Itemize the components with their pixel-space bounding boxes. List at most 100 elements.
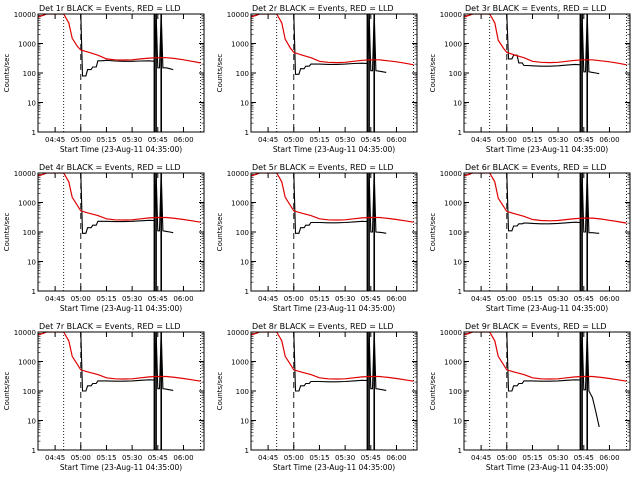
x-tick-label: 05:00: [71, 295, 91, 303]
series-events-line: [251, 14, 387, 75]
y-tick-label: 1000: [231, 41, 249, 49]
y-tick-label: 1000: [231, 200, 249, 208]
panel-title: Det 6r BLACK = Events, RED = LLD: [465, 163, 607, 172]
x-tick-label: 05:45: [361, 136, 381, 144]
x-tick-label: 05:00: [71, 136, 91, 144]
detector-panel: Det 1r BLACK = Events, RED = LLD 1 10 100 10…: [3, 4, 205, 154]
detector-panel: Det 4r BLACK = Events, RED = LLD 1 10 100 10…: [3, 163, 205, 313]
x-axis-label: Start Time (23-Aug-11 04:35:00): [486, 463, 608, 472]
x-tick-label: 05:45: [574, 295, 594, 303]
x-tick-label: 05:15: [309, 295, 329, 303]
y-tick-label: 1000: [444, 41, 462, 49]
x-tick-label: 04:45: [471, 136, 491, 144]
y-axis-label: Counts/sec: [429, 54, 437, 93]
series-events-line: [464, 14, 600, 75]
x-tick-label: 05:30: [335, 136, 355, 144]
plot-frame: [37, 331, 205, 451]
y-tick-label: 10: [240, 259, 249, 267]
x-axis-label: Start Time (23-Aug-11 04:35:00): [60, 304, 182, 313]
y-tick-label: 1: [458, 288, 462, 296]
plot-frame: [250, 172, 418, 292]
x-axis-label: Start Time (23-Aug-11 04:35:00): [486, 145, 608, 154]
y-tick-label: 100: [23, 388, 36, 396]
y-tick-label: 10: [453, 259, 462, 267]
x-tick-label: 04:45: [45, 136, 65, 144]
x-axis-label: Start Time (23-Aug-11 04:35:00): [273, 304, 395, 313]
x-tick-label: 05:30: [335, 454, 355, 462]
x-tick-label: 06:00: [599, 136, 619, 144]
y-axis-label: Counts/sec: [3, 54, 11, 93]
y-tick-label: 100: [236, 70, 249, 78]
y-tick-label: 10: [240, 418, 249, 426]
x-tick-label: 05:00: [497, 295, 517, 303]
y-axis-label: Counts/sec: [3, 372, 11, 411]
y-tick-label: 100: [23, 70, 36, 78]
y-tick-label: 1000: [18, 200, 36, 208]
plot-frame: [250, 13, 418, 133]
plot-area: [38, 14, 202, 132]
y-tick-label: 1: [245, 288, 249, 296]
x-tick-label: 04:45: [258, 136, 278, 144]
y-tick-label: 100: [449, 229, 462, 237]
y-tick-label: 10000: [14, 170, 36, 178]
y-tick-label: 10: [27, 100, 36, 108]
series-lld-line: [464, 332, 627, 382]
x-axis-label: Start Time (23-Aug-11 04:35:00): [273, 145, 395, 154]
x-tick-label: 04:45: [258, 454, 278, 462]
series-lld-line: [251, 332, 414, 382]
detector-panel: Det 5r BLACK = Events, RED = LLD 1 10 100 10…: [216, 163, 418, 313]
x-tick-label: 06:00: [386, 136, 406, 144]
x-tick-label: 05:00: [284, 136, 304, 144]
series-lld-line: [464, 14, 627, 66]
series-lld-line: [38, 14, 201, 64]
x-tick-label: 05:30: [335, 295, 355, 303]
series-events-line: [251, 332, 387, 392]
panel-title: Det 4r BLACK = Events, RED = LLD: [39, 163, 181, 172]
panel-title: Det 9r BLACK = Events, RED = LLD: [465, 322, 607, 331]
panel-title: Det 2r BLACK = Events, RED = LLD: [252, 4, 394, 13]
x-tick-label: 05:15: [96, 454, 116, 462]
plot-area: [251, 332, 415, 450]
plot-area: [251, 14, 415, 132]
x-tick-label: 04:45: [471, 295, 491, 303]
x-tick-label: 06:00: [386, 454, 406, 462]
series-events-line: [38, 332, 174, 392]
panel-title: Det 8r BLACK = Events, RED = LLD: [252, 322, 394, 331]
series-lld-line: [464, 173, 627, 224]
x-tick-label: 05:15: [96, 295, 116, 303]
y-tick-label: 1000: [231, 359, 249, 367]
series-lld-line: [38, 332, 201, 382]
y-tick-label: 1000: [18, 359, 36, 367]
x-tick-label: 06:00: [599, 454, 619, 462]
y-tick-label: 100: [236, 229, 249, 237]
y-tick-label: 10: [27, 418, 36, 426]
x-tick-label: 05:15: [522, 454, 542, 462]
y-tick-label: 10: [453, 418, 462, 426]
y-tick-label: 1: [458, 447, 462, 455]
plot-frame: [37, 172, 205, 292]
plot-frame: [37, 13, 205, 133]
panel-title: Det 1r BLACK = Events, RED = LLD: [39, 4, 181, 13]
y-axis-label: Counts/sec: [216, 372, 224, 411]
y-tick-label: 10000: [440, 170, 462, 178]
x-tick-label: 06:00: [599, 295, 619, 303]
plot-area: [464, 14, 628, 132]
x-tick-label: 05:15: [309, 136, 329, 144]
y-tick-label: 10: [453, 100, 462, 108]
plot-frame: [463, 13, 631, 133]
x-tick-label: 06:00: [173, 295, 193, 303]
x-tick-label: 04:45: [471, 454, 491, 462]
x-tick-label: 05:45: [361, 454, 381, 462]
x-tick-label: 05:45: [148, 295, 168, 303]
x-tick-label: 05:15: [96, 136, 116, 144]
panel-title: Det 5r BLACK = Events, RED = LLD: [252, 163, 394, 172]
panel-title: Det 7r BLACK = Events, RED = LLD: [39, 322, 181, 331]
panel-title: Det 3r BLACK = Events, RED = LLD: [465, 4, 607, 13]
x-tick-label: 04:45: [45, 295, 65, 303]
x-tick-label: 05:30: [122, 295, 142, 303]
x-tick-label: 05:45: [361, 295, 381, 303]
y-tick-label: 10000: [227, 170, 249, 178]
y-tick-label: 1: [32, 288, 36, 296]
x-tick-label: 04:45: [45, 454, 65, 462]
